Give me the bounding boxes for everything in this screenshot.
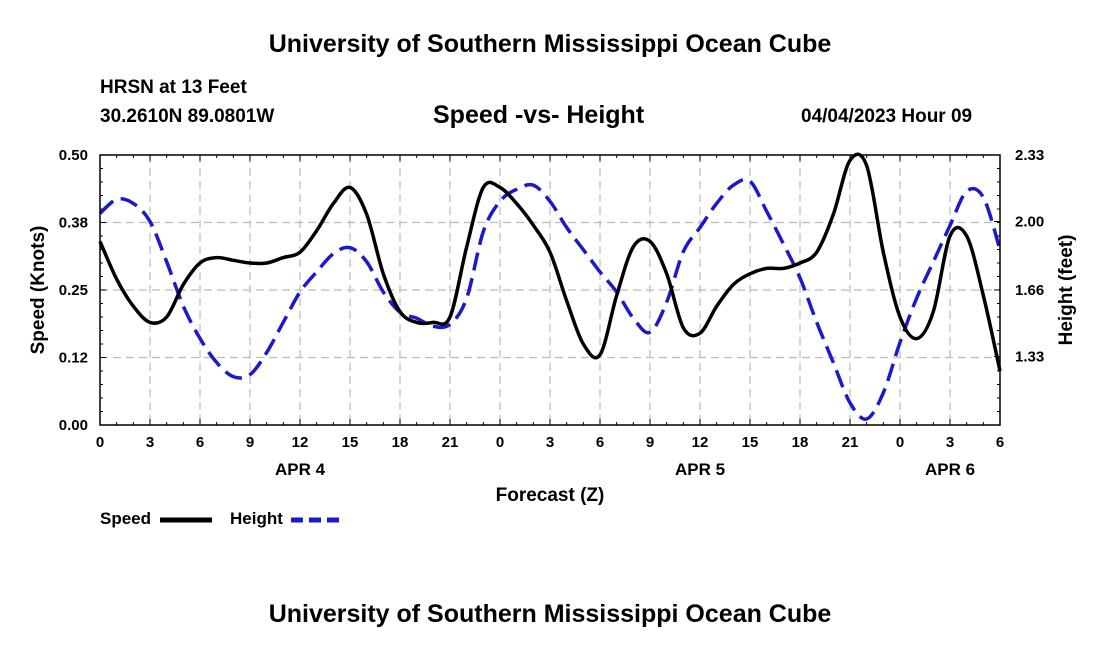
y-tick-label: 0.50 [59,147,88,164]
x-tick-label: 21 [442,434,459,451]
grid-lines [100,155,1000,425]
x-tick-label: 9 [646,434,654,451]
chart-title: Speed -vs- Height [433,101,645,129]
x-tick-label: 9 [246,434,254,451]
y-tick-label: 0.00 [59,417,88,434]
page-title: University of Southern Mississippi Ocean… [268,30,832,58]
forecast-datetime: 04/04/2023 Hour 09 [801,106,973,127]
y-right-tick-label: 2.33 [1015,147,1044,164]
x-tick-label: 12 [292,434,309,451]
y-axis-title: Speed (Knots) [28,226,49,355]
y-right-tick-label: 1.33 [1015,348,1044,365]
x-tick-label: 0 [496,434,504,451]
x-tick-label: 6 [596,434,604,451]
footer-title: University of Southern Mississippi Ocean… [268,600,832,628]
x-tick-label: 15 [342,434,359,451]
height-series-line [98,177,1002,421]
y-tick-label: 0.38 [59,215,88,232]
y-right-axis-title: Height (feet) [1056,235,1077,346]
station-coordinates: 30.2610N 89.0801W [100,106,275,127]
axis-ticks [99,154,1001,426]
x-tick-label: 18 [392,434,409,451]
y-right-tick-label: 2.00 [1015,213,1044,230]
y-right-tick-label: 1.66 [1015,282,1044,299]
y-tick-label: 0.25 [59,282,88,299]
x-axis-title: Forecast (Z) [496,485,605,506]
x-tick-label: 6 [196,434,204,451]
x-tick-label: 15 [742,434,759,451]
x-tick-label: 3 [146,434,154,451]
legend-speed-label: Speed [100,509,152,528]
day-label: APR 5 [675,460,725,479]
day-label: APR 4 [275,460,326,479]
x-tick-label: 18 [792,434,809,451]
x-tick-label: 21 [842,434,859,451]
x-tick-label: 0 [896,434,904,451]
axis-labels: 0 3 6 9 12 15 18 21 0 3 6 9 12 15 18 21 0 3 6 0.00 0.12 0.25 0… [28,147,1077,506]
x-tick-label: 6 [996,434,1004,451]
station-label: HRSN at 13 Feet [100,77,247,98]
x-tick-label: 12 [692,434,709,451]
legend-height-label: Height [230,509,283,528]
x-tick-label: 3 [546,434,554,451]
y-tick-label: 0.12 [59,350,88,367]
x-tick-label: 0 [96,434,104,451]
day-label: APR 6 [925,460,975,479]
x-tick-label: 3 [946,434,954,451]
